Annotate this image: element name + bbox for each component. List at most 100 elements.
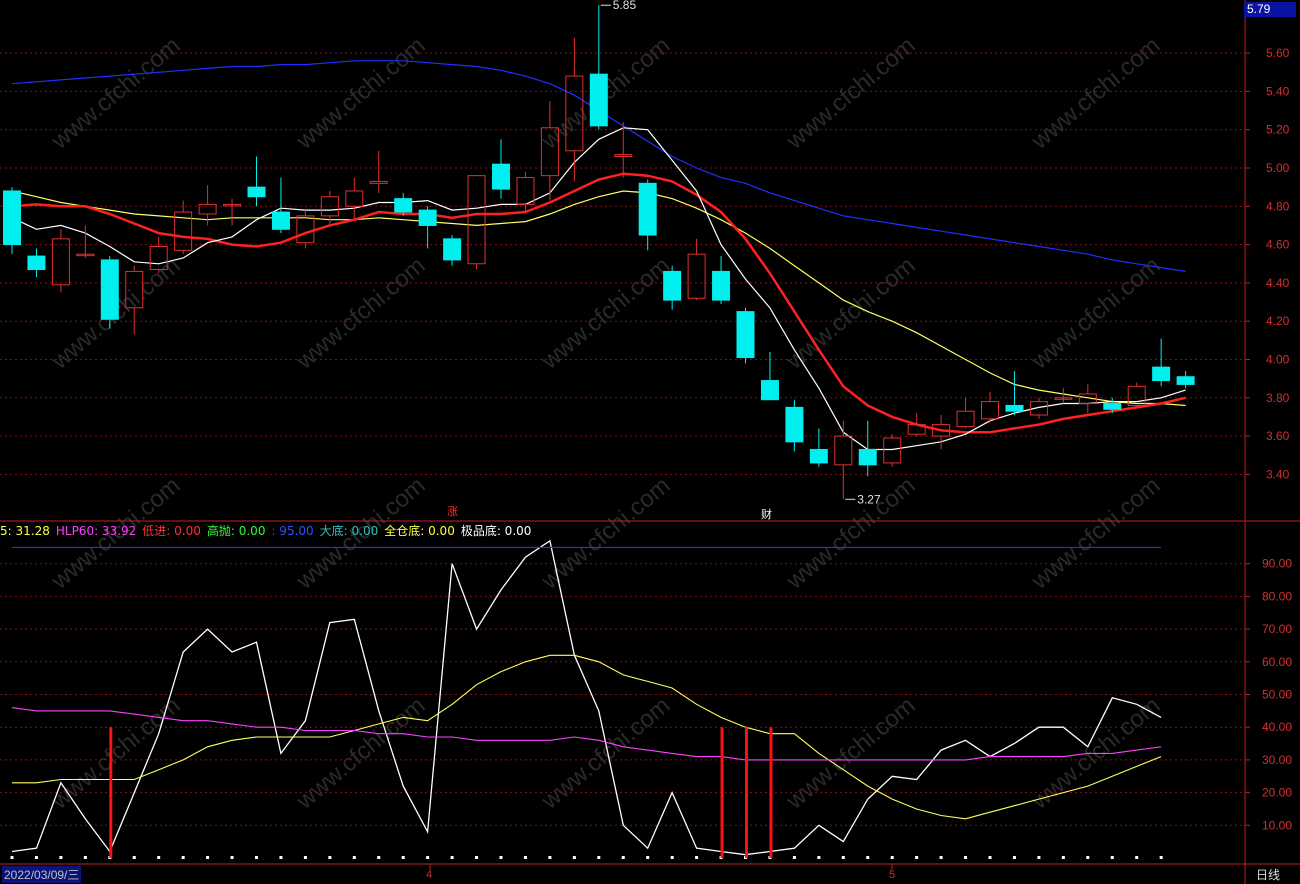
candle[interactable] (1078, 384, 1097, 414)
candle[interactable] (100, 256, 119, 329)
indicator-tick-label: 60.00 (1262, 655, 1292, 669)
candle[interactable] (785, 399, 804, 452)
candle[interactable] (1005, 370, 1024, 416)
period-label[interactable]: 日线 (1256, 868, 1281, 882)
candle[interactable] (1127, 382, 1146, 408)
candle-body (223, 203, 242, 207)
baseline-dot (1159, 856, 1163, 859)
candle-body (76, 253, 95, 257)
candle[interactable] (516, 171, 535, 213)
candle[interactable] (1029, 397, 1048, 419)
candle-body (418, 209, 437, 226)
candle[interactable] (565, 37, 584, 182)
candle[interactable] (271, 177, 290, 234)
legend-item: 高抛: 0.00 (206, 524, 266, 538)
candle-body (516, 177, 535, 205)
candle[interactable] (858, 420, 877, 477)
candle[interactable] (1054, 388, 1073, 404)
candlestick-series[interactable] (3, 5, 1195, 500)
candle[interactable] (320, 190, 339, 226)
baseline-dot (817, 856, 821, 859)
candle[interactable] (223, 198, 242, 226)
watermark-text: www.cfchi.com (536, 252, 676, 375)
price-tick-label: 5.40 (1266, 84, 1290, 98)
candle-body (467, 175, 486, 265)
candle-body (345, 190, 364, 207)
price-tick-label: 4.40 (1266, 276, 1290, 290)
watermark-text: www.cfchi.com (1026, 472, 1166, 595)
baseline-dot (646, 856, 650, 859)
baseline-dot (157, 856, 161, 859)
candle[interactable] (540, 100, 559, 201)
candle[interactable] (1152, 338, 1171, 387)
candle[interactable] (932, 415, 951, 450)
baseline-dot (34, 856, 38, 859)
candle[interactable] (174, 200, 193, 255)
candle[interactable] (907, 413, 926, 437)
candle-body (492, 163, 510, 190)
candle-body (320, 196, 339, 217)
watermark-text: www.cfchi.com (46, 32, 186, 155)
candle-body (27, 255, 46, 270)
candle[interactable] (369, 150, 388, 193)
candle[interactable] (638, 179, 657, 251)
candle[interactable] (614, 122, 633, 178)
candle-body (785, 406, 804, 443)
date-label[interactable]: 2022/03/09/三 (2, 866, 82, 883)
candle[interactable] (1103, 397, 1122, 414)
candle-body (540, 127, 559, 177)
candle[interactable] (883, 434, 902, 467)
candle[interactable] (712, 256, 731, 304)
candle[interactable] (736, 307, 755, 364)
baseline-dot (988, 856, 992, 859)
candle[interactable] (834, 420, 853, 500)
candle[interactable] (76, 225, 95, 259)
candle[interactable] (198, 185, 217, 226)
candle[interactable] (589, 5, 608, 130)
candle-body (883, 437, 902, 464)
legend-item: : 95.00 (271, 524, 314, 538)
candle[interactable] (345, 177, 364, 220)
indicator-line-5 (12, 654, 1162, 820)
baseline-dot (206, 856, 210, 859)
legend-item: 5: 31.28 (0, 524, 50, 538)
baseline-dot (401, 856, 405, 859)
candle[interactable] (981, 392, 999, 423)
indicator-tick-label: 40.00 (1262, 720, 1292, 734)
candle-body (198, 203, 217, 215)
candle[interactable] (149, 236, 168, 274)
candle[interactable] (663, 265, 682, 310)
candle[interactable] (760, 351, 779, 401)
candle[interactable] (247, 156, 266, 207)
baseline-dot (279, 856, 283, 859)
candle-body (1029, 401, 1048, 416)
candle-body (589, 73, 608, 127)
candle[interactable] (687, 238, 706, 301)
event-marker-cai[interactable]: 财 (761, 507, 772, 521)
candle[interactable] (492, 139, 510, 199)
candle[interactable] (809, 428, 828, 467)
baseline-dot (890, 856, 894, 859)
candle[interactable] (1176, 370, 1195, 389)
candle[interactable] (27, 248, 46, 278)
candle[interactable] (443, 235, 462, 266)
candle-body (394, 198, 413, 213)
candle[interactable] (296, 210, 315, 249)
candle[interactable] (3, 187, 21, 255)
baseline-dot (915, 856, 919, 859)
candle[interactable] (956, 397, 975, 429)
candle-body (932, 424, 951, 437)
candle[interactable] (418, 206, 437, 249)
candle[interactable] (125, 265, 144, 335)
candle[interactable] (394, 192, 413, 216)
candle-body (687, 253, 706, 299)
candle-body (100, 259, 119, 320)
event-marker-zhang[interactable]: 涨 (447, 505, 458, 518)
baseline-dot (499, 856, 503, 859)
candle-body (1127, 385, 1146, 406)
price-tick-label: 4.20 (1266, 314, 1290, 328)
candle[interactable] (467, 175, 486, 270)
candle[interactable] (51, 229, 70, 293)
candle-body (1078, 393, 1097, 405)
